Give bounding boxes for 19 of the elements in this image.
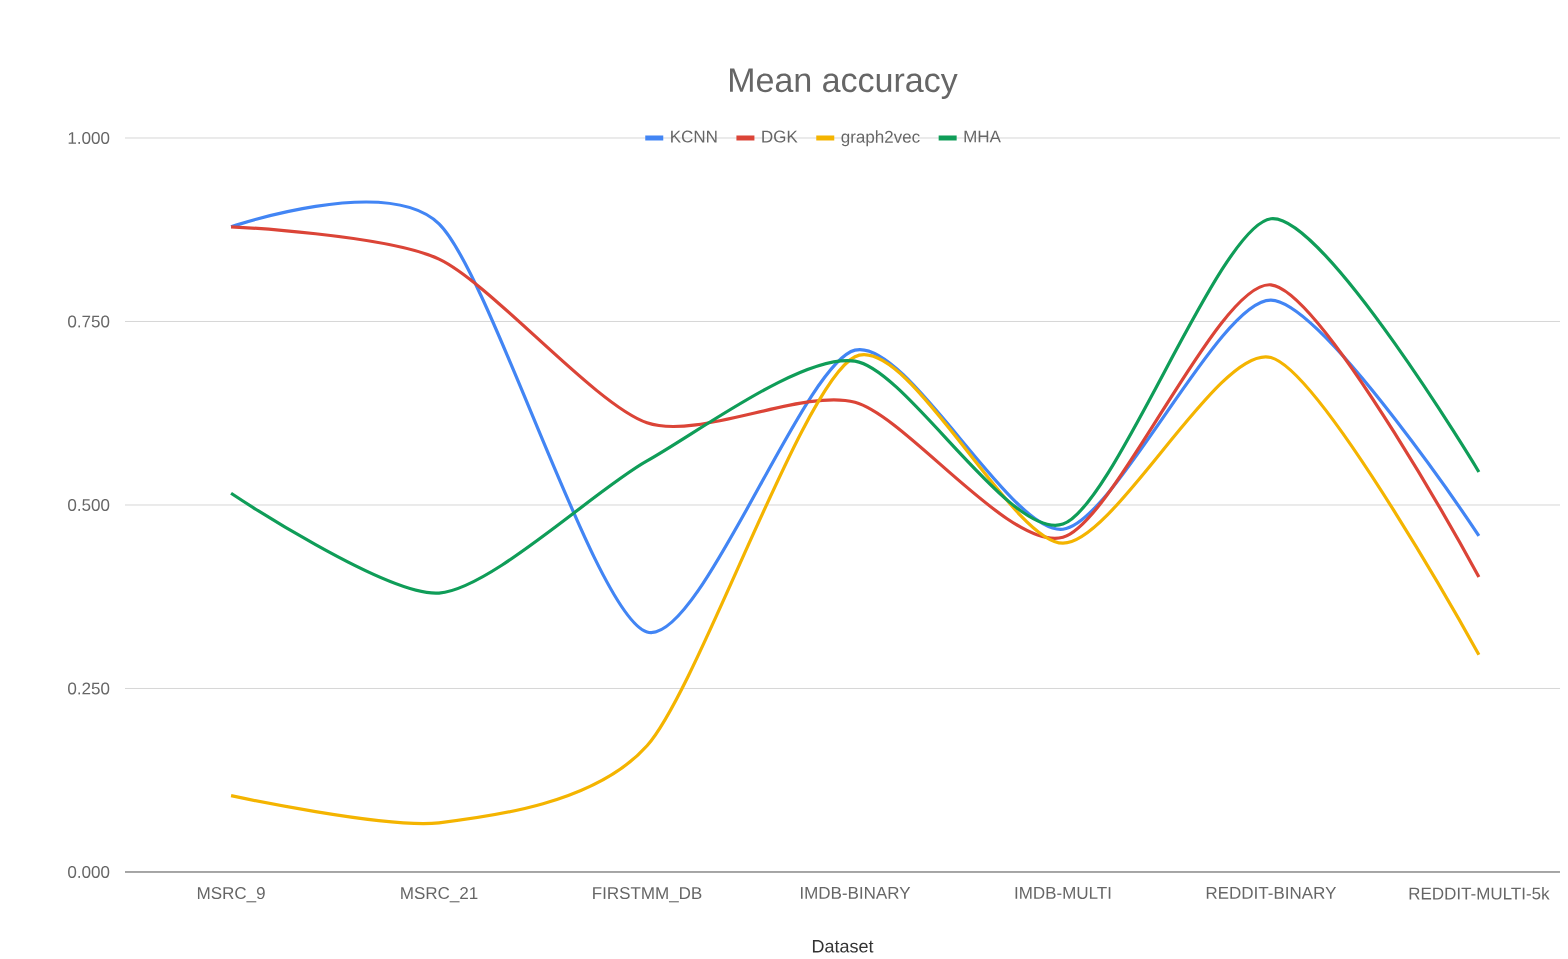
line-series [229,355,1481,826]
x-tick-label: REDDIT-MULTI-5k [1409,887,1550,900]
y-tick-label: 1.000 [68,131,110,144]
legend-label: graph2vec [841,130,920,147]
y-tick-label: 0.500 [68,498,110,511]
y-tick-label: 0.750 [68,315,110,328]
y-tick-label: 0.250 [68,682,110,695]
x-axis-title: Dataset [812,940,874,953]
x-tick-label: REDDIT-BINARY [1206,887,1337,899]
x-tick-label: FIRSTMM_DB [593,887,702,903]
x-tick-label: MSRC_9 [197,887,265,903]
legend-label: MHA [964,130,1001,143]
x-tick-label: MSRC_21 [401,887,478,903]
chart-title: Mean accuracy [730,68,958,99]
x-tick-label: IMDB-MULTI [1015,887,1111,899]
x-tick-label: IMDB-BINARY [800,887,911,899]
legend-label: KCNN [671,130,717,143]
legend-label: DGK [762,130,798,143]
y-tick-label: 0.000 [68,865,110,879]
